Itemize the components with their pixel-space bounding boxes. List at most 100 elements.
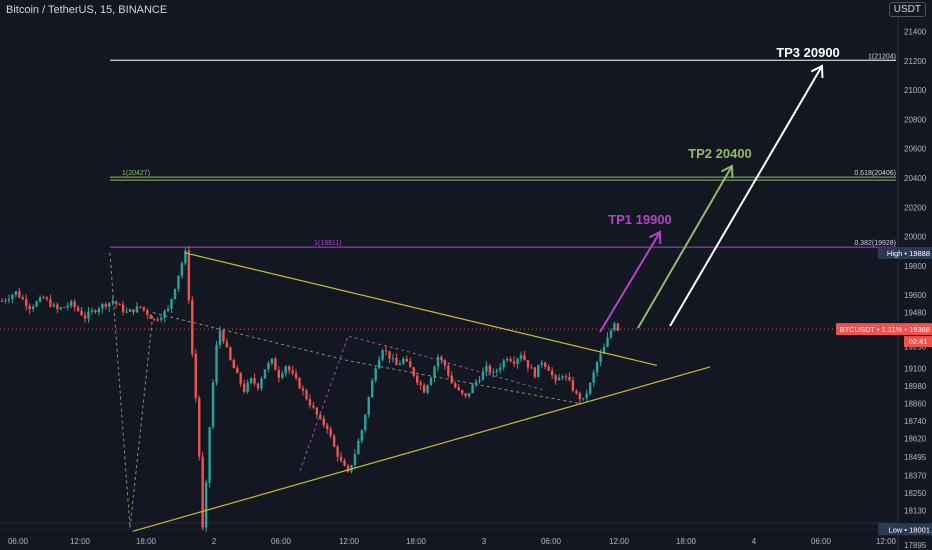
y-tick-label: 21200 (904, 57, 927, 66)
candle-body (395, 358, 398, 366)
candle-body (422, 385, 426, 393)
level-left-label-fib-0618: 1(20427) (122, 170, 150, 177)
candle-body (544, 362, 547, 367)
candle-body (260, 378, 263, 389)
y-tick-label: 18860 (904, 400, 927, 409)
candle-body (277, 369, 280, 378)
candle-body (204, 482, 208, 528)
candle-body (18, 291, 21, 298)
y-tick-label: 18250 (904, 489, 927, 498)
candle-body (194, 353, 197, 398)
candle-body (305, 390, 308, 399)
candle-body (343, 460, 346, 466)
x-tick-label: 4 (752, 537, 757, 546)
candle-body (180, 263, 184, 276)
candle-body (315, 407, 319, 415)
candle-body (121, 304, 125, 312)
candle-body (211, 382, 215, 428)
candle-body (222, 330, 225, 342)
symbol-title: Bitcoin / TetherUS, 15, BINANCE (6, 4, 168, 16)
candle-body (146, 310, 149, 316)
candle-body (118, 304, 121, 306)
candle-body (59, 307, 63, 310)
candle-body (409, 361, 412, 368)
candle-body (519, 355, 523, 359)
candle-body (505, 359, 509, 361)
x-tick-label: 2 (212, 537, 217, 546)
candle-body (80, 310, 83, 316)
candle-body (454, 383, 457, 388)
candle-body (281, 373, 284, 378)
candle-body (232, 359, 236, 369)
candle-body (287, 366, 291, 371)
candle-body (589, 382, 592, 394)
candle-body (101, 304, 104, 309)
candle-body (350, 465, 353, 472)
candle-body (374, 368, 377, 381)
low-badge-bg (878, 523, 932, 536)
level-label-fib-0382: 0.382(19928) (854, 240, 896, 247)
candle-body (246, 382, 249, 392)
y-tick-label: 18370 (904, 471, 927, 480)
x-tick-label: 12:00 (339, 537, 360, 546)
tp2-label: TP2 20400 (688, 146, 752, 161)
level-label-fib-1-right: 1(21204) (868, 53, 896, 60)
candle-body (495, 370, 498, 372)
level-left-label-fib-0382: 1(19911) (314, 240, 342, 247)
candle-body (294, 373, 298, 379)
candle-body (353, 454, 357, 466)
candle-body (263, 369, 267, 379)
y-tick-label: 20800 (904, 115, 927, 124)
candle-body (474, 381, 478, 385)
candle-body (249, 378, 253, 383)
y-tick-label: 20200 (904, 203, 927, 212)
candle-body (97, 308, 101, 313)
candle-body (426, 385, 429, 393)
candle-body (4, 300, 7, 302)
candle-body (492, 371, 495, 373)
candle-body (346, 465, 350, 472)
candle-body (339, 456, 343, 461)
candle-body (291, 370, 294, 374)
candle-body (371, 380, 374, 398)
tp2-arrow-shaft (637, 165, 733, 329)
candle-body (381, 350, 384, 360)
candle-body (481, 371, 485, 380)
y-tick-label: 19100 (904, 364, 927, 373)
y-tick-label: 18130 (904, 506, 927, 515)
tp1-arrow-shaft (599, 231, 661, 333)
candle-body (377, 359, 381, 369)
candle-body (73, 301, 76, 308)
candle-body (433, 366, 436, 378)
y-tick-label: 18495 (904, 453, 927, 462)
candle-body (398, 363, 402, 366)
candle-body (191, 300, 194, 354)
candle-body (45, 297, 49, 300)
countdown-badge: 02:41 (909, 337, 928, 346)
candle-body (499, 367, 502, 371)
y-tick-label: 20400 (904, 174, 927, 183)
candle-body (38, 297, 42, 302)
candle-body (156, 319, 159, 321)
candle-body (391, 358, 395, 360)
candle-body (128, 309, 132, 312)
candle-body (208, 427, 211, 483)
tp3-arrow-shaft (669, 65, 823, 327)
candle-body (236, 368, 239, 373)
candle-body (606, 337, 609, 347)
candle-body (253, 378, 256, 384)
candle-body (485, 365, 488, 372)
candle-body (447, 365, 450, 376)
candle-body (132, 309, 135, 313)
triangle-upper-line (185, 252, 658, 367)
y-tick-label: 18980 (904, 382, 927, 391)
candle-body (159, 317, 163, 320)
currency-badge[interactable]: USDT (888, 2, 926, 17)
candle-body (149, 315, 152, 319)
candle-body (274, 358, 277, 370)
candle-body (613, 323, 616, 331)
candle-body (111, 301, 114, 303)
candle-body (70, 301, 73, 306)
low-badge: Low • 18001 (889, 525, 930, 534)
